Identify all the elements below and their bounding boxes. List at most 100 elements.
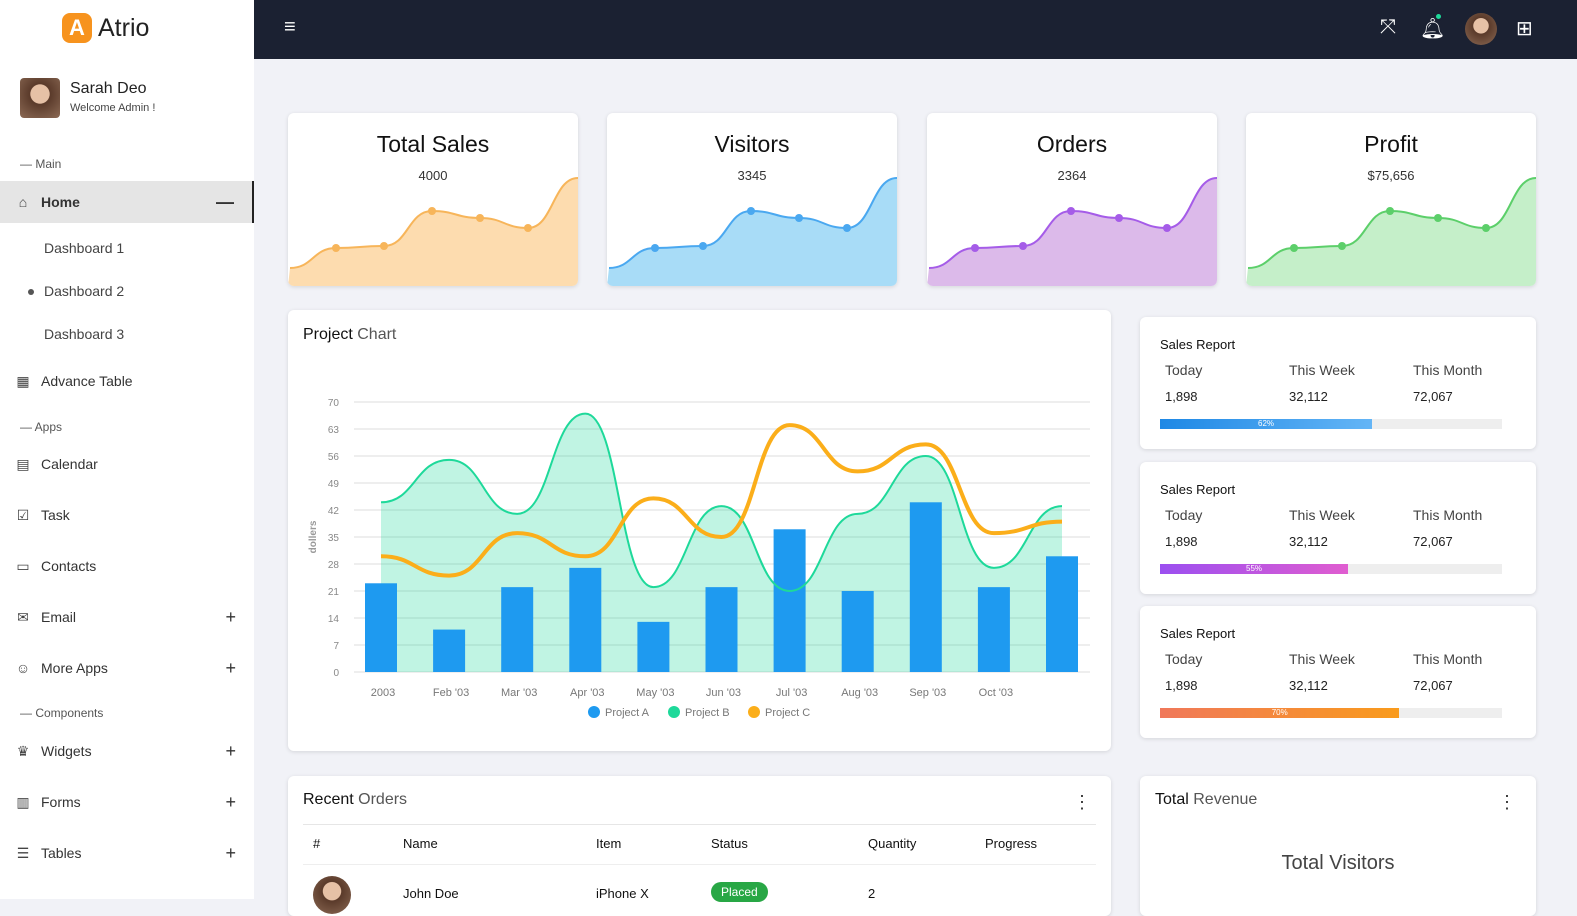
stat-title: Total Sales (376, 131, 490, 157)
menu-icon[interactable]: ≡ (284, 16, 296, 38)
column-header: Item (596, 836, 622, 851)
project-a-bar (909, 502, 942, 672)
sparkline-point (699, 242, 707, 250)
y-tick-label: 56 (328, 452, 340, 463)
column-header: Status (711, 836, 748, 851)
list-icon: ☰ (16, 844, 30, 861)
bell-icon[interactable]: 🔔︎ (1420, 18, 1446, 40)
column-header: Progress (985, 836, 1038, 851)
sparkline-point (380, 242, 388, 250)
collapse-icon[interactable]: — (216, 191, 234, 212)
report-column-label: This Week (1289, 507, 1355, 523)
progress-bar: 70% (1160, 708, 1502, 718)
report-title: Sales Report (1160, 626, 1236, 641)
sparkline-point (1386, 207, 1394, 215)
user-profile[interactable]: Sarah Deo Welcome Admin ! (20, 78, 155, 118)
sidebar-item-dashboard-3[interactable]: Dashboard 3 (44, 326, 125, 342)
user-avatar[interactable] (1465, 13, 1497, 45)
sparkline-point (1163, 224, 1171, 232)
sparkline-point (1115, 214, 1123, 222)
form-icon: ▥ (16, 793, 30, 810)
project-a-bar (365, 583, 397, 672)
expand-icon[interactable]: + (225, 740, 236, 761)
total-visitors-label: Total Visitors (1281, 852, 1395, 874)
mail-icon: ✉ (17, 608, 29, 625)
sidebar-item-label: Advance Table (41, 373, 133, 389)
sparkline-point (971, 244, 979, 252)
project-a-bar (501, 587, 534, 672)
sidebar-item-tables[interactable]: ☰ Tables + (0, 832, 254, 874)
x-tick-label: 2003 (371, 687, 395, 699)
sidebar-item-label: Task (41, 507, 70, 523)
x-tick-label: Jul '03 (776, 687, 807, 699)
sidebar-item-label: Tables (41, 845, 82, 861)
sparkline-point (795, 214, 803, 222)
project-a-bar (705, 587, 738, 672)
y-axis-label: dollers (308, 520, 319, 553)
fullscreen-icon[interactable]: ⤧ (1380, 16, 1396, 38)
expand-icon[interactable]: + (225, 842, 236, 863)
crown-icon: ♛ (16, 742, 30, 759)
more-options-icon[interactable]: ⋮ (1498, 792, 1516, 812)
sidebar-item-label: Forms (41, 794, 81, 810)
stat-card-visitors: Visitors 3345 (607, 113, 897, 286)
legend-marker (668, 706, 680, 718)
report-column-label: This Month (1413, 507, 1483, 523)
sparkline-area (288, 178, 578, 286)
sidebar-item-home[interactable]: ⌂ Home — (0, 181, 254, 223)
progress-fill: 55% (1160, 564, 1349, 574)
sidebar-item-email[interactable]: ✉ Email + (0, 596, 254, 638)
sidebar-item-forms[interactable]: ▥ Forms + (0, 781, 254, 823)
expand-icon[interactable]: + (225, 606, 236, 627)
logo[interactable]: A Atrio (62, 13, 149, 43)
expand-icon[interactable]: + (225, 791, 236, 812)
x-tick-label: Aug '03 (841, 687, 878, 699)
sidebar-item-contacts[interactable]: ▭ Contacts (0, 545, 254, 587)
section-apps: — Apps (20, 420, 63, 434)
sales-report-card: Sales Report Today 1,898 This Week 32,112 Th… (1140, 462, 1536, 594)
sparkline-point (1338, 242, 1346, 250)
project-a-bar (1046, 556, 1078, 672)
sparkline-point (843, 224, 851, 232)
report-column-label: Today (1165, 651, 1203, 667)
apps-grid-icon[interactable]: ⊞ (1516, 18, 1533, 40)
y-tick-label: 42 (328, 506, 340, 517)
legend-label: Project B (685, 707, 730, 719)
sidebar-item-advance-table[interactable]: ▦ Advance Table (0, 360, 254, 402)
stat-card-total-sales: Total Sales 4000 (288, 113, 578, 286)
table-icon: ▦ (16, 372, 30, 389)
column-header: # (313, 836, 321, 851)
sparkline-point (747, 207, 755, 215)
y-tick-label: 49 (328, 479, 340, 490)
sidebar-item-dashboard-1[interactable]: Dashboard 1 (44, 240, 125, 256)
order-quantity: 2 (868, 886, 876, 901)
sidebar-item-dashboard-2[interactable]: Dashboard 2 (28, 283, 125, 299)
expand-icon[interactable]: + (225, 657, 236, 678)
legend-marker (748, 706, 760, 718)
report-title: Sales Report (1160, 482, 1236, 497)
sidebar-item-label: More Apps (41, 660, 108, 676)
stat-sparkline (1246, 177, 1536, 286)
report-value: 72,067 (1413, 534, 1453, 549)
sidebar-item-more-apps[interactable]: ☺ More Apps + (0, 647, 254, 689)
sparkline-point (476, 214, 484, 222)
y-tick-label: 14 (328, 614, 340, 625)
more-options-icon[interactable]: ⋮ (1073, 792, 1091, 812)
sidebar-item-task[interactable]: ☑ Task (0, 494, 254, 536)
x-tick-label: Mar '03 (501, 687, 537, 699)
sparkline-point (1019, 242, 1027, 250)
column-header: Name (403, 836, 438, 851)
sidebar-item-label: Contacts (41, 558, 97, 574)
chat-icon: ☺ (15, 660, 31, 676)
sidebar-item-widgets[interactable]: ♛ Widgets + (0, 730, 254, 772)
project-chart: 0 7 14 21 28 35 42 49 56 63 70 dollers 2003 Feb '03 Ma… (308, 398, 1090, 719)
active-dot-icon (28, 289, 34, 295)
status-badge: Placed (711, 882, 768, 902)
report-value: 72,067 (1413, 678, 1453, 693)
report-value: 1,898 (1165, 534, 1198, 549)
report-title: Sales Report (1160, 337, 1236, 352)
sidebar-item-label: Widgets (41, 743, 92, 759)
stat-value: $75,656 (1367, 168, 1415, 183)
sidebar-item-label: Dashboard 2 (44, 283, 125, 299)
sidebar-item-calendar[interactable]: ▤ Calendar (0, 443, 254, 485)
